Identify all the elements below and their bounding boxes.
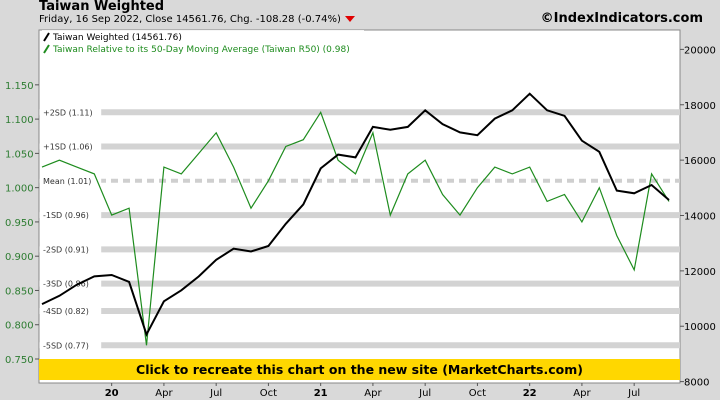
band-label: -5SD (0.77) — [43, 341, 89, 350]
x-tick-label: Jul — [209, 388, 222, 399]
right-tick-label: 16000 — [684, 156, 716, 167]
banner-link-text[interactable]: Click to recreate this chart on the new … — [136, 362, 583, 377]
band-label: Mean (1.01) — [43, 177, 91, 186]
x-tick-label: Jul — [627, 388, 640, 399]
band-label: -1SD (0.96) — [43, 211, 89, 220]
series-line-r50 — [41, 110, 670, 346]
left-tick-label: 0.750 — [5, 355, 34, 366]
x-tick-label: Oct — [469, 388, 486, 399]
x-tick-label: 21 — [314, 388, 328, 399]
plot-area — [38, 29, 681, 384]
sd-bands: +2SD (1.11) +1SD (1.06) Mean (1.01) -1SD (0… — [39, 106, 680, 352]
x-tick-label: Oct — [260, 388, 277, 399]
band-label-bg — [40, 106, 102, 119]
legend: Taiwan Weighted (14561.76) Taiwan Relativ… — [42, 30, 364, 57]
x-tick-label: 22 — [523, 388, 537, 399]
band-label-bg — [40, 174, 102, 187]
right-tick-label: 20000 — [684, 45, 716, 56]
x-tick-label: Jul — [418, 388, 431, 399]
x-axis: 20 Apr Jul Oct 21 Apr Jul Oct 22 Apr Jul — [105, 383, 640, 399]
band-label: -3SD (0.86) — [43, 280, 89, 289]
legend-box — [42, 30, 364, 57]
right-tick-label: 12000 — [684, 267, 716, 278]
series-line-index — [41, 92, 670, 338]
brand-watermark: ©IndexIndicators.com — [540, 11, 703, 26]
left-tick-label: 0.950 — [5, 218, 34, 229]
band-label-bg — [40, 305, 102, 318]
left-tick-label: 1.050 — [5, 149, 34, 160]
chart-title: Taiwan Weighted — [39, 0, 165, 14]
right-tick-label: 8000 — [684, 378, 709, 389]
down-arrow-icon — [344, 16, 355, 22]
banner-bg — [39, 359, 680, 380]
left-tick-label: 0.800 — [5, 321, 34, 332]
right-tick-label: 18000 — [684, 101, 716, 112]
close-summary: Friday, 16 Sep 2022, Close 14561.76, Chg… — [39, 14, 341, 25]
right-axis: 20000 18000 16000 14000 12000 10000 8000 — [680, 45, 716, 389]
legend-label: Taiwan Relative to its 50-Day Moving Ave… — [52, 45, 350, 55]
x-tick-label: Apr — [573, 388, 591, 399]
left-tick-label: 1.100 — [5, 115, 34, 126]
band-label: -2SD (0.91) — [43, 245, 89, 254]
left-tick-label: 0.850 — [5, 286, 34, 297]
x-tick-label: 20 — [105, 388, 119, 399]
right-tick-label: 10000 — [684, 322, 716, 333]
band-label: +2SD (1.11) — [43, 108, 93, 117]
legend-swatch — [43, 44, 50, 54]
left-tick-label: 1.150 — [5, 81, 34, 92]
right-tick-label: 14000 — [684, 211, 716, 222]
legend-label: Taiwan Weighted (14561.76) — [52, 33, 182, 43]
band-label: -4SD (0.82) — [43, 307, 89, 316]
left-tick-label: 0.900 — [5, 252, 34, 263]
recreate-banner[interactable]: Click to recreate this chart on the new … — [39, 359, 680, 380]
band-label-bg — [40, 339, 102, 352]
band-label-bg — [40, 140, 102, 153]
left-axis: 1.150 1.100 1.050 1.000 0.950 0.900 0.850 0.800… — [5, 81, 39, 366]
band-label: +1SD (1.06) — [43, 143, 93, 152]
chart-subtitle: Friday, 16 Sep 2022, Close 14561.76, Chg… — [39, 14, 355, 25]
x-tick-label: Apr — [364, 388, 382, 399]
band-label-bg — [40, 209, 102, 222]
left-tick-label: 1.000 — [5, 184, 34, 195]
band-label-bg — [40, 243, 102, 256]
legend-swatch — [43, 32, 50, 42]
x-tick-label: Apr — [155, 388, 173, 399]
